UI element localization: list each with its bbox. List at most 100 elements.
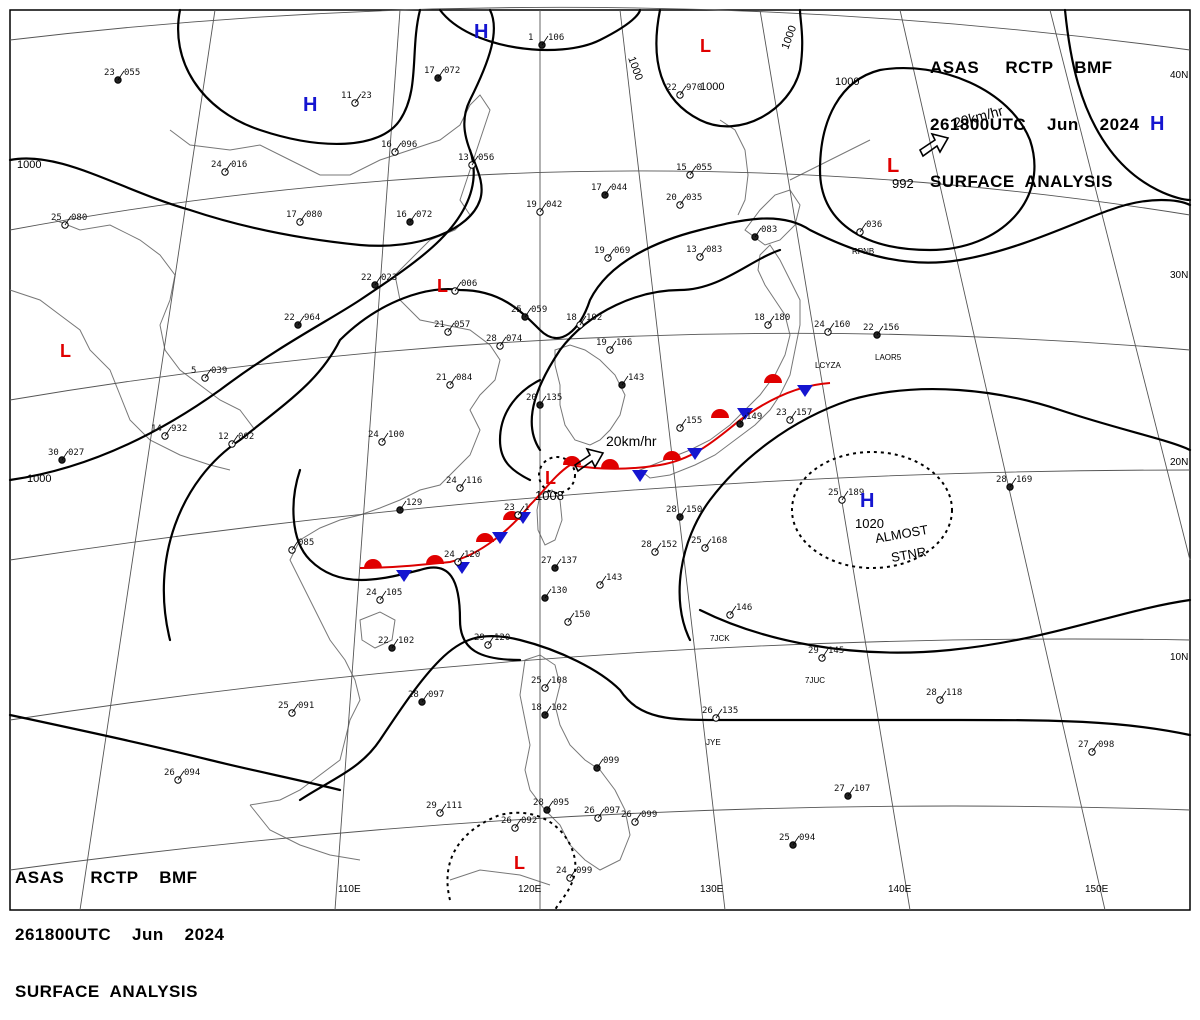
wind-barb [61,450,69,461]
station-temp: 22 [361,273,372,283]
wind-barb [514,818,522,829]
station-plot: 16 072 [396,210,432,226]
wind-barb [409,212,417,223]
station-plot: 27 137 [541,556,577,572]
station-temp: 25 [511,305,522,315]
station-pressure: 155 [686,416,702,426]
station-temp: 15 [676,163,687,173]
header-line-3: SURFACE ANALYSIS [15,982,198,1001]
lat-label-20n: 20N [1170,457,1188,468]
station-plot: 17 044 [591,183,627,199]
station-temp: 26 [164,768,175,778]
station-temp: 23 [504,503,515,513]
station-pressure: 102 [586,313,602,323]
station-plot: 5 039 [191,366,227,382]
station-code: RPNB [852,247,874,256]
station-pressure: 042 [546,200,562,210]
station-pressure: 035 [686,193,702,203]
station-pressure: 150 [686,505,702,515]
station-pressure: 118 [946,688,962,698]
station-temp: 20 [666,193,677,203]
station-plot: 29 111 [426,801,462,817]
header-line-2: 261800UTC Jun 2024 [930,115,1140,134]
station-pressure: 130 [551,586,567,596]
station-plot: 19 042 [526,200,562,216]
station-plot: 21 084 [436,373,472,389]
wind-barb [64,215,72,226]
station-code: LCYZA [815,361,841,370]
station-plot: 19 069 [594,246,630,262]
station-pressure: 970 [686,83,702,93]
wind-barb [374,275,382,286]
station-pressure: 120 [494,633,510,643]
station-temp: 16 [381,140,392,150]
wind-barb [499,336,507,347]
wind-barb [439,803,447,814]
station-temp: 29 [474,633,485,643]
station-pressure: 069 [614,246,630,256]
wind-barb [679,418,687,429]
station-pressure: 105 [386,588,402,598]
wind-barb [841,490,849,501]
station-temp: 25 [278,701,289,711]
station-pressure: 059 [531,305,547,315]
station-temp: 13 [686,245,697,255]
wind-barb [634,812,642,823]
station-pressure: 083 [761,225,777,235]
station-pressure: 135 [722,706,738,716]
station-temp: 23 [104,68,115,78]
station-temp: 17 [591,183,602,193]
isobar-label: 1000 [17,159,41,171]
wind-barb [544,705,552,716]
station-temp: 24 [211,160,222,170]
warm-front-semicircle [764,374,782,383]
station-pressure: 006 [461,279,477,289]
wind-barb [544,588,552,599]
station-pressure: 143 [606,573,622,583]
motion-speed-label: 20km/hr [606,433,657,449]
station-plot: 30 027 [48,448,84,464]
wind-barb [471,155,479,166]
wind-barb [459,478,467,489]
station-pressure: 083 [706,245,722,255]
station-plot: 25 108 [531,676,567,692]
station-pressure: 092 [521,816,537,826]
station-temp: 24 [814,320,825,330]
wind-barb [117,70,125,81]
station-pressure: 189 [848,488,864,498]
station-plot: 143 [618,373,644,389]
station-plot: 22 970 [666,83,702,99]
station-pressure: 116 [466,476,482,486]
cold-front-triangle [737,408,753,420]
warm-front-semicircle [711,409,729,418]
station-plot: 13 056 [458,153,494,169]
station-plot: 28 150 [666,505,702,521]
station-pressure: 023 [381,273,397,283]
station-plot: 25 080 [51,213,87,229]
station-pressure: 160 [834,320,850,330]
station-plot: 15 055 [676,163,712,179]
station-pressure: 180 [774,313,790,323]
lat-label-10n: 10N [1170,652,1188,663]
station-plot: 22 102 [378,636,414,652]
wind-barb [297,315,305,326]
station-pressure: 055 [124,68,140,78]
station-temp: 28 [996,475,1007,485]
lat-label-40n: 40N [1170,70,1188,81]
front-line [359,382,831,569]
dashed-contour-high [791,451,953,569]
wind-barb [421,692,429,703]
station-pressure: 099 [641,810,657,820]
station-plot: 21 057 [434,320,470,336]
station-plot: 17 072 [424,66,460,82]
low-pressure-value: 1008 [535,488,564,503]
wind-barb [679,195,687,206]
station-code: LAOR5 [875,353,902,362]
station-plot: 28 118 [926,688,962,704]
wind-barb [554,558,562,569]
wind-barb [391,638,399,649]
lat-labels: 40N 30N 20N 10N [1170,70,1188,663]
station-pressure: 169 [1016,475,1032,485]
wind-barb [517,505,525,516]
